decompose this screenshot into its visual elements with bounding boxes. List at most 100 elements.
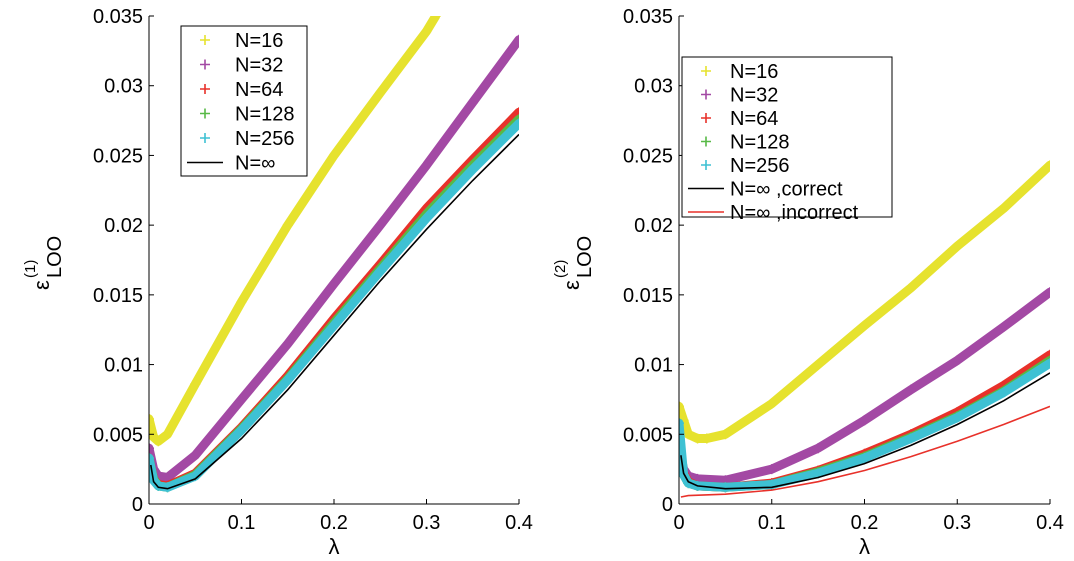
- data-point: [952, 355, 963, 366]
- data-point: [375, 220, 386, 231]
- data-point: [329, 150, 339, 161]
- left-chart-panel: 0 0.1 0.2 0.3 0.4 0 0.005 0.01 0.015 0.02 0.025 0.0…: [22, 6, 533, 559]
- data-point: [149, 432, 159, 443]
- legend-swatch-marker: [200, 35, 210, 45]
- legend-label: N=128: [235, 104, 295, 126]
- y-label-superscript: (2): [552, 260, 569, 278]
- data-point: [153, 480, 164, 491]
- data-point: [1045, 160, 1050, 171]
- y-tick-label: 0.01: [104, 355, 143, 377]
- legend-label: N=256: [235, 128, 295, 150]
- series-line-5: [150, 133, 519, 490]
- data-point: [813, 443, 824, 454]
- data-point: [998, 321, 1009, 332]
- x-tick-label: 0: [143, 512, 154, 534]
- data-point: [329, 320, 339, 331]
- data-point: [683, 429, 694, 440]
- y-label-superscript: (1): [22, 260, 39, 278]
- x-tick-label: 0.3: [413, 512, 441, 534]
- y-label-subscript: LOO: [44, 236, 66, 278]
- data-point: [430, 16, 441, 21]
- legend-swatch-marker: [701, 113, 711, 123]
- data-point: [329, 278, 339, 289]
- legend-label: N=32: [235, 55, 283, 77]
- data-point: [190, 379, 201, 390]
- legend-swatch-marker: [200, 108, 210, 119]
- data-point: [998, 203, 1009, 214]
- data-point: [514, 107, 519, 118]
- y-tick-label: 0.005: [93, 424, 143, 446]
- data-point: [859, 452, 870, 463]
- data-point: [679, 418, 684, 429]
- data-point: [1045, 358, 1050, 369]
- y-label-subscript: LOO: [574, 236, 596, 278]
- data-point: [720, 482, 731, 493]
- legend-item: N=64: [701, 108, 778, 130]
- legend-label: N=16: [730, 61, 778, 83]
- y-tick-label: 0.02: [104, 215, 143, 237]
- data-point: [813, 359, 824, 370]
- legend-item: N=32: [200, 55, 283, 77]
- y-label-symbol: ε: [559, 280, 584, 290]
- y-tick-label: 0.035: [93, 6, 143, 28]
- series-markers-0: [679, 160, 1050, 444]
- y-tick-label: 0.03: [104, 76, 143, 98]
- data-point: [859, 415, 870, 426]
- legend-item: N=256: [200, 128, 295, 150]
- legend-label: N=32: [730, 85, 778, 107]
- data-point: [282, 220, 293, 231]
- data-point: [190, 450, 201, 461]
- legend-item: N=16: [701, 61, 778, 83]
- data-point: [162, 429, 173, 440]
- data-point: [149, 443, 154, 454]
- data-point: [514, 114, 519, 125]
- legend-label: N=16: [235, 30, 283, 52]
- x-tick-label: 0: [673, 512, 684, 534]
- y-tick-label: 0.005: [623, 424, 673, 446]
- data-point: [375, 87, 386, 98]
- data-point: [162, 472, 173, 483]
- legend-swatch-marker: [200, 84, 210, 94]
- x-tick-label: 0.4: [1036, 512, 1064, 534]
- data-point: [952, 412, 963, 423]
- x-tick-label: 0.4: [505, 512, 533, 534]
- data-point: [720, 429, 731, 440]
- data-point: [282, 338, 293, 349]
- y-tick-label: 0.01: [634, 355, 673, 377]
- y-tick-label: 0.035: [623, 6, 673, 28]
- y-tick-label: 0.025: [93, 145, 143, 167]
- series-band-4: [149, 118, 519, 492]
- legend-item: N=16: [200, 30, 283, 52]
- x-tick-label: 0.3: [943, 512, 971, 534]
- series-line-5: [680, 372, 1050, 490]
- legend-item: N=∞ ,incorrect: [688, 202, 859, 224]
- legend-box: [180, 25, 308, 177]
- data-point: [766, 464, 777, 475]
- data-point: [701, 433, 712, 444]
- data-point: [766, 398, 777, 409]
- legend-box: [681, 56, 893, 218]
- legend-item: N=64: [200, 79, 283, 101]
- y-axis-label: ε (2) LOO: [552, 236, 596, 290]
- x-tick-label: 0.1: [228, 512, 256, 534]
- data-point: [1045, 349, 1050, 360]
- legend-label: N=128: [730, 132, 790, 154]
- data-point: [859, 320, 870, 331]
- y-tick-label: 0.02: [634, 215, 673, 237]
- data-point: [421, 213, 432, 224]
- data-point: [905, 433, 916, 444]
- y-tick-label: 0.03: [634, 76, 673, 98]
- y-label-symbol: ε: [29, 280, 54, 290]
- legend-label: N=∞: [235, 153, 275, 175]
- y-tick-label: 0.025: [623, 145, 673, 167]
- legend-item: N=32: [701, 85, 778, 107]
- series-line-6: [680, 405, 1050, 498]
- y-tick-label: 0.015: [93, 285, 143, 307]
- data-point: [236, 296, 247, 307]
- x-tick-label: 0.1: [758, 512, 786, 534]
- data-point: [236, 394, 247, 405]
- data-point: [467, 164, 478, 175]
- data-point: [421, 160, 432, 171]
